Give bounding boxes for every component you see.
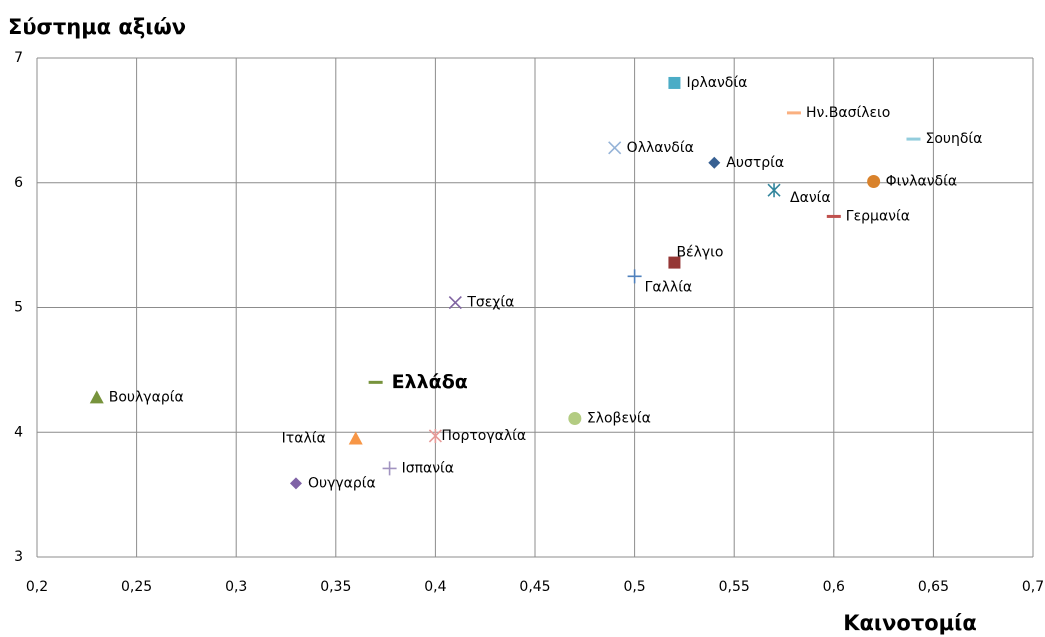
point-label: Ιταλία bbox=[282, 430, 326, 446]
x-tick-label: 0,65 bbox=[918, 579, 949, 595]
point bbox=[289, 477, 302, 490]
point-label: Ην.Βασίλειο bbox=[806, 105, 890, 121]
point bbox=[448, 295, 462, 310]
point bbox=[348, 431, 363, 445]
point bbox=[668, 256, 681, 269]
point bbox=[708, 156, 721, 169]
x-tick-label: 0,6 bbox=[823, 579, 845, 595]
point-label: Αυστρία bbox=[726, 155, 784, 171]
point bbox=[627, 269, 642, 284]
marker bbox=[668, 76, 681, 89]
x-tick-label: 0,45 bbox=[519, 579, 550, 595]
point bbox=[668, 76, 681, 89]
marker bbox=[867, 175, 881, 189]
marker bbox=[668, 256, 681, 269]
point bbox=[867, 175, 881, 189]
marker bbox=[627, 269, 642, 284]
point bbox=[767, 183, 781, 198]
point-label: Βουλγαρία bbox=[109, 389, 184, 405]
point-label: Ολλανδία bbox=[627, 140, 694, 156]
point-label: Σλοβενία bbox=[587, 411, 651, 427]
x-tick-label: 0,4 bbox=[424, 579, 446, 595]
point-label: Τσεχία bbox=[466, 295, 514, 311]
y-axis-title: Σύστημα αξιών bbox=[8, 15, 186, 39]
y-tick-label: 7 bbox=[14, 50, 23, 66]
x-tick-label: 0,25 bbox=[121, 579, 152, 595]
marker bbox=[767, 183, 781, 198]
point-label: Ελλάδα bbox=[392, 371, 468, 393]
x-tick-label: 0,3 bbox=[225, 579, 247, 595]
marker bbox=[382, 461, 397, 476]
point-label: Γαλλία bbox=[645, 279, 693, 295]
point-label: Βέλγιο bbox=[676, 245, 723, 261]
point-label: Ισπανία bbox=[402, 460, 454, 476]
y-tick-label: 5 bbox=[14, 300, 23, 316]
y-tick-label: 6 bbox=[14, 175, 23, 191]
y-tick-label: 3 bbox=[14, 549, 23, 565]
point-label: Σουηδία bbox=[925, 131, 982, 147]
x-tick-label: 0,55 bbox=[719, 579, 750, 595]
marker bbox=[448, 295, 462, 310]
point bbox=[568, 412, 582, 426]
point bbox=[89, 390, 104, 404]
marker bbox=[708, 156, 721, 169]
y-tick-label: 4 bbox=[14, 424, 23, 440]
x-axis-title: Καινοτομία bbox=[843, 611, 977, 635]
point bbox=[608, 141, 622, 155]
point-label: Πορτογαλία bbox=[441, 428, 526, 444]
marker bbox=[428, 428, 442, 443]
marker bbox=[608, 141, 622, 155]
point bbox=[382, 461, 397, 476]
point-label: Ιρλανδία bbox=[686, 75, 747, 91]
x-tick-label: 0,35 bbox=[320, 579, 351, 595]
point-label: Γερμανία bbox=[846, 208, 910, 224]
marker bbox=[348, 431, 363, 445]
point-label: Φινλανδία bbox=[886, 174, 957, 190]
point bbox=[428, 428, 442, 443]
x-tick-label: 0,7 bbox=[1022, 579, 1044, 595]
marker bbox=[89, 390, 104, 404]
marker bbox=[568, 412, 582, 426]
point-label: Δανία bbox=[790, 190, 831, 206]
x-tick-label: 0,5 bbox=[623, 579, 645, 595]
x-tick-label: 0,2 bbox=[26, 579, 48, 595]
marker bbox=[289, 477, 302, 490]
point-label: Ουγγαρία bbox=[308, 475, 376, 491]
